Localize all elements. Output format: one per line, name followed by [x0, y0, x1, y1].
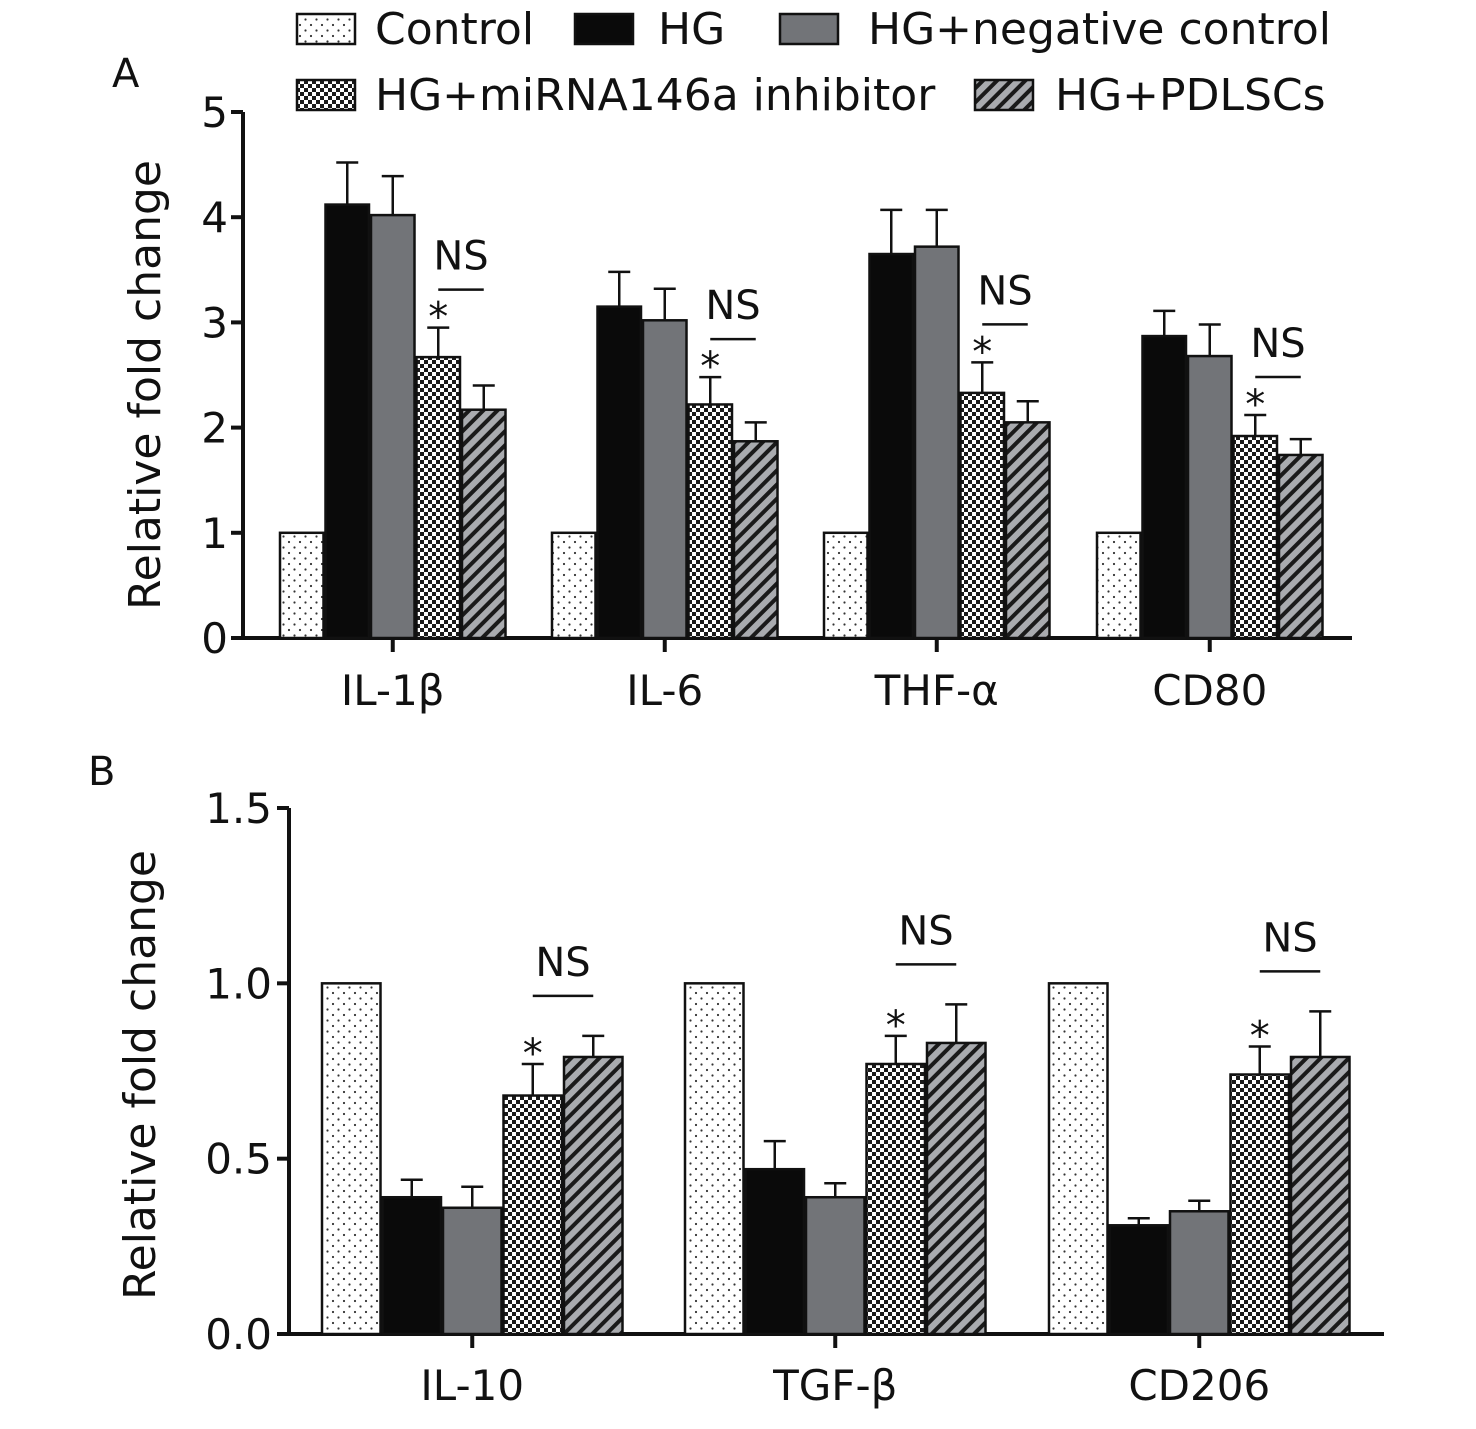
- panel-b-bar-pdlscs: [925, 1041, 987, 1336]
- panel-b-bar-control: [683, 982, 745, 1336]
- panel-a-x-tick-label: IL-6: [626, 666, 703, 715]
- legend-label-mirna146a-inhibitor: HG+miRNA146a inhibitor: [375, 70, 936, 121]
- panel-b-ns-label: NS: [898, 908, 953, 954]
- panel-b-bar-pdlscs: [562, 1055, 624, 1336]
- panel-a-ns-label: NS: [705, 283, 760, 329]
- legend-swatch-negative-control: [778, 12, 840, 46]
- panel-a-y-tick-label: 1: [201, 509, 228, 558]
- panel-a-bar-hg: [324, 203, 371, 640]
- legend: Control HG HG+negative control HG+miRNA1…: [295, 4, 1331, 121]
- legend-swatch-mirna146a-inhibitor: [295, 78, 357, 112]
- legend-item-hg: HG: [573, 4, 725, 55]
- panel-a-bar-mirna146a-inhibitor: [959, 391, 1006, 640]
- legend-item-control: Control: [295, 4, 534, 55]
- panel-b-ns-label: NS: [535, 940, 590, 986]
- panel-b-bar-negative-control: [441, 1206, 503, 1336]
- panel-b-y-tick-label: 0.5: [205, 1135, 272, 1184]
- panel-a-bar-negative-control: [1186, 354, 1233, 640]
- panel-b-y-axis-title: Relative fold change: [115, 850, 166, 1300]
- panel-a-marks: 0 1 2 3 4 5 IL-1β * NS IL-6 * NS THF-α * NS CD80 * NS: [201, 88, 1352, 715]
- panel-a-significance-star: *: [1245, 382, 1265, 428]
- panel-b-bar-pdlscs: [1289, 1055, 1351, 1336]
- panel-a-bar-mirna146a-inhibitor: [415, 355, 462, 640]
- panel-a-y-tick-label: 4: [201, 193, 228, 242]
- panel-a-bar-control: [550, 531, 597, 640]
- panel-b-y-tick-label: 0.0: [205, 1310, 272, 1359]
- panel-b-bar-control: [1047, 982, 1109, 1336]
- panel-a-ns-label: NS: [977, 268, 1032, 314]
- panel-a-bar-negative-control: [641, 319, 688, 640]
- panel-a-y-tick-label: 3: [201, 298, 228, 347]
- legend-item-pdlscs: HG+PDLSCs: [973, 70, 1326, 121]
- panel-b-significance-star: *: [523, 1031, 543, 1077]
- panel-a-ns-label: NS: [1250, 321, 1305, 367]
- legend-label-pdlscs: HG+PDLSCs: [1055, 70, 1326, 121]
- panel-b-x-tick-label: IL-10: [420, 1361, 524, 1410]
- panel-b-label: B: [88, 749, 115, 795]
- panel-a-bar-pdlscs: [1277, 453, 1324, 640]
- panel-a-significance-star: *: [972, 329, 992, 375]
- panel-b-ns-label: NS: [1262, 915, 1317, 961]
- panel-a-bar-mirna146a-inhibitor: [1232, 434, 1279, 640]
- panel-a-significance-star: *: [428, 295, 448, 341]
- panel-a-bar-pdlscs: [460, 408, 507, 640]
- panel-a-bar-control: [278, 531, 325, 640]
- panel-a-y-axis-title: Relative fold change: [120, 160, 171, 610]
- legend-swatch-hg: [573, 12, 635, 46]
- legend-swatch-pdlscs: [973, 78, 1035, 112]
- panel-b-bar-mirna146a-inhibitor: [502, 1094, 564, 1336]
- panel-b-bar-mirna146a-inhibitor: [865, 1062, 927, 1336]
- panel-b-bar-hg: [381, 1195, 443, 1336]
- panel-a-bar-control: [822, 531, 869, 640]
- legend-item-negative-control: HG+negative control: [778, 4, 1331, 55]
- panel-a-y-tick-label: 0: [201, 614, 228, 663]
- panel-a-bar-control: [1095, 531, 1142, 640]
- panel-a-x-tick-label: THF-α: [874, 666, 999, 715]
- panel-a-y-tick-label: 5: [201, 88, 228, 137]
- legend-item-mirna146a-inhibitor: HG+miRNA146a inhibitor: [295, 70, 936, 121]
- legend-swatch-control: [295, 12, 357, 46]
- panel-a-bar-hg: [596, 305, 643, 640]
- panel-a-label: A: [112, 51, 140, 97]
- legend-label-control: Control: [375, 4, 534, 55]
- panel-a-bar-pdlscs: [732, 440, 779, 640]
- panel-b-bar-mirna146a-inhibitor: [1229, 1073, 1291, 1336]
- panel-b-bar-negative-control: [1168, 1210, 1230, 1336]
- legend-label-hg: HG: [658, 4, 725, 55]
- panel-b-bar-hg: [744, 1167, 806, 1336]
- panel-b-significance-star: *: [1250, 1013, 1270, 1059]
- panel-b-x-tick-label: TGF-β: [772, 1361, 897, 1410]
- panel-b-y-tick-label: 1.0: [205, 959, 272, 1008]
- panel-b-y-tick-label: 1.5: [205, 784, 272, 833]
- panel-a-x-tick-label: IL-1β: [341, 666, 445, 715]
- panel-b-x-tick-label: CD206: [1128, 1361, 1270, 1410]
- panel-b: B Relative fold change 0.0 0.5 1.0 1.5 IL-10…: [88, 749, 1384, 1410]
- panel-b-significance-star: *: [886, 1003, 906, 1049]
- panel-a-y-tick-label: 2: [201, 404, 228, 453]
- panel-a-significance-star: *: [700, 344, 720, 390]
- panel-a-ns-label: NS: [433, 234, 488, 280]
- panel-a-bar-negative-control: [369, 213, 416, 640]
- panel-b-marks: 0.0 0.5 1.0 1.5 IL-10 * NS TGF-β * NS CD206 * NS: [205, 784, 1384, 1410]
- panel-b-bar-control: [320, 982, 382, 1336]
- panel-b-bar-hg: [1108, 1224, 1170, 1336]
- panel-a-bar-negative-control: [913, 245, 960, 640]
- legend-label-negative-control: HG+negative control: [868, 4, 1331, 55]
- panel-a: A Relative fold change 0 1 2 3 4 5 IL-1β * NS IL-…: [112, 51, 1352, 715]
- panel-a-bar-mirna146a-inhibitor: [687, 403, 734, 640]
- panel-a-x-tick-label: CD80: [1152, 666, 1267, 715]
- panel-b-bar-negative-control: [804, 1195, 866, 1336]
- panel-a-bar-hg: [1141, 334, 1188, 640]
- panel-a-bar-pdlscs: [1004, 421, 1051, 640]
- panel-a-bar-hg: [868, 252, 915, 640]
